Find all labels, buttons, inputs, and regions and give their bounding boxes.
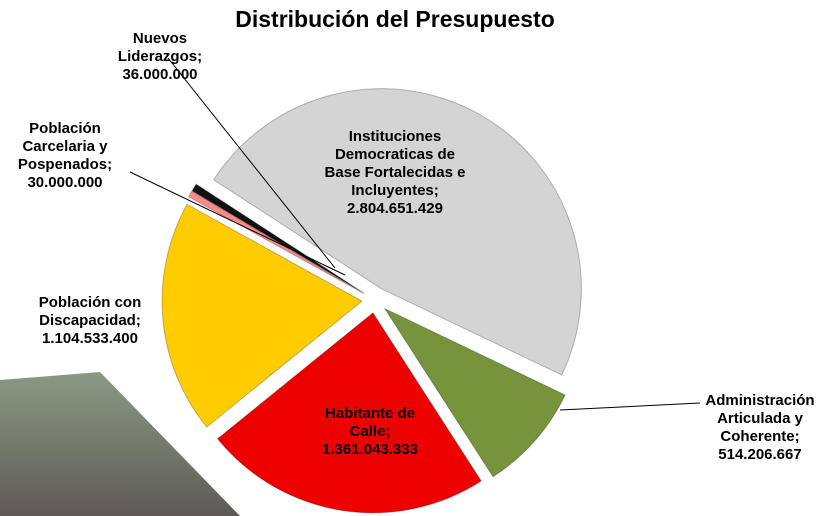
value-label: 36.000.000 bbox=[122, 66, 198, 83]
leader-line bbox=[167, 57, 336, 269]
pie-slice bbox=[216, 312, 482, 514]
value-label: 1.361.043.333 bbox=[322, 441, 418, 458]
slices bbox=[161, 88, 582, 514]
pie-slice bbox=[212, 88, 582, 376]
value-label: 1.104.533.400 bbox=[42, 330, 138, 347]
category-label: Población con Discapacidad; bbox=[38, 294, 142, 329]
pie-slice bbox=[191, 183, 365, 294]
leader-line bbox=[129, 171, 346, 276]
slice-label: Nuevos Liderazgos; 36.000.000 bbox=[105, 30, 215, 84]
value-label: 2.804.651.429 bbox=[347, 200, 443, 217]
value-label: 514.206.667 bbox=[718, 446, 802, 463]
category-label: Administración Articulada y Coherente; bbox=[705, 392, 815, 445]
background-photo bbox=[0, 372, 240, 516]
chart-title: Distribución del Presupuesto bbox=[235, 6, 555, 32]
slice-label: Instituciones Democraticas de Base Forta… bbox=[320, 128, 470, 218]
pie-slice bbox=[383, 307, 566, 478]
category-label: Nuevos Liderazgos; bbox=[117, 30, 203, 65]
slice-label: Población con Discapacidad; 1.104.533.40… bbox=[25, 294, 155, 348]
pie-slice bbox=[161, 203, 363, 428]
category-label: Instituciones Democraticas de Base Forta… bbox=[324, 128, 466, 199]
slice-label: Habitante de Calle; 1.361.043.333 bbox=[315, 405, 425, 459]
slice-label: Administración Articulada y Coherente; 5… bbox=[690, 392, 830, 464]
value-label: 30.000.000 bbox=[27, 174, 103, 191]
category-label: Habitante de Calle; bbox=[324, 405, 415, 440]
leader-line bbox=[559, 402, 701, 411]
slice-label: Población Carcelaria y Pospenados; 30.00… bbox=[0, 120, 130, 192]
category-label: Población Carcelaria y Pospenados; bbox=[17, 120, 113, 173]
